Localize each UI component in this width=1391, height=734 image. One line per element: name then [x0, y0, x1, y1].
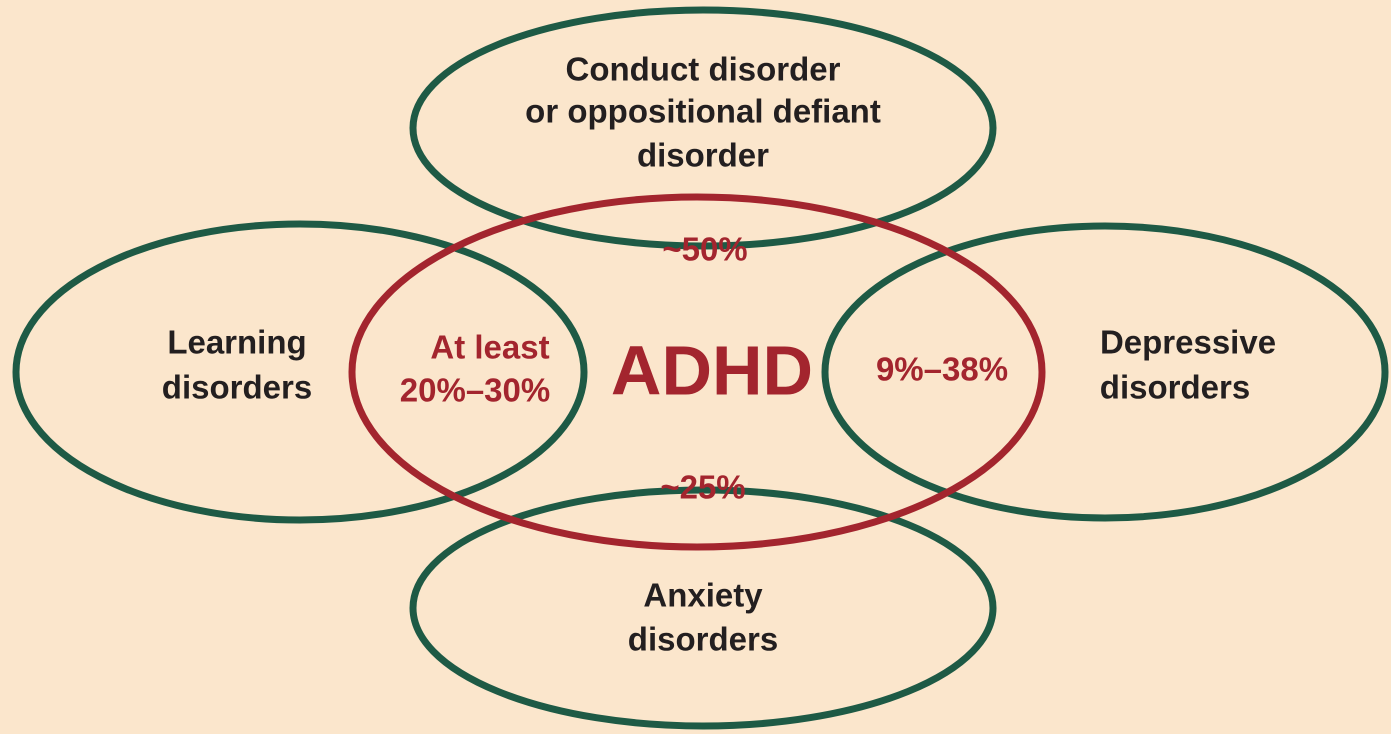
overlap-label: At least	[430, 329, 549, 366]
node-label: Learning	[167, 324, 306, 361]
node-label: disorders	[162, 369, 312, 406]
node-label: disorders	[628, 621, 778, 658]
node-label: or oppositional defiant	[525, 93, 881, 130]
node-label: disorder	[637, 137, 769, 174]
overlap-label: 9%–38%	[876, 351, 1008, 388]
anxiety-ellipse	[409, 486, 997, 730]
node-label: disorders	[1100, 369, 1250, 406]
overlap-label: ~50%	[662, 231, 747, 268]
node-label: Anxiety	[643, 577, 763, 614]
overlap-label: 20%–30%	[400, 372, 550, 409]
overlap-label: ~25%	[660, 469, 745, 506]
conduct-ellipse	[409, 6, 997, 250]
depressive-ellipse	[821, 222, 1389, 522]
node-label: Depressive	[1100, 324, 1276, 361]
node-label: Conduct disorder	[565, 51, 840, 88]
center-label: ADHD	[611, 331, 813, 409]
learning-ellipse	[12, 220, 588, 524]
adhd-ellipse	[348, 193, 1046, 551]
